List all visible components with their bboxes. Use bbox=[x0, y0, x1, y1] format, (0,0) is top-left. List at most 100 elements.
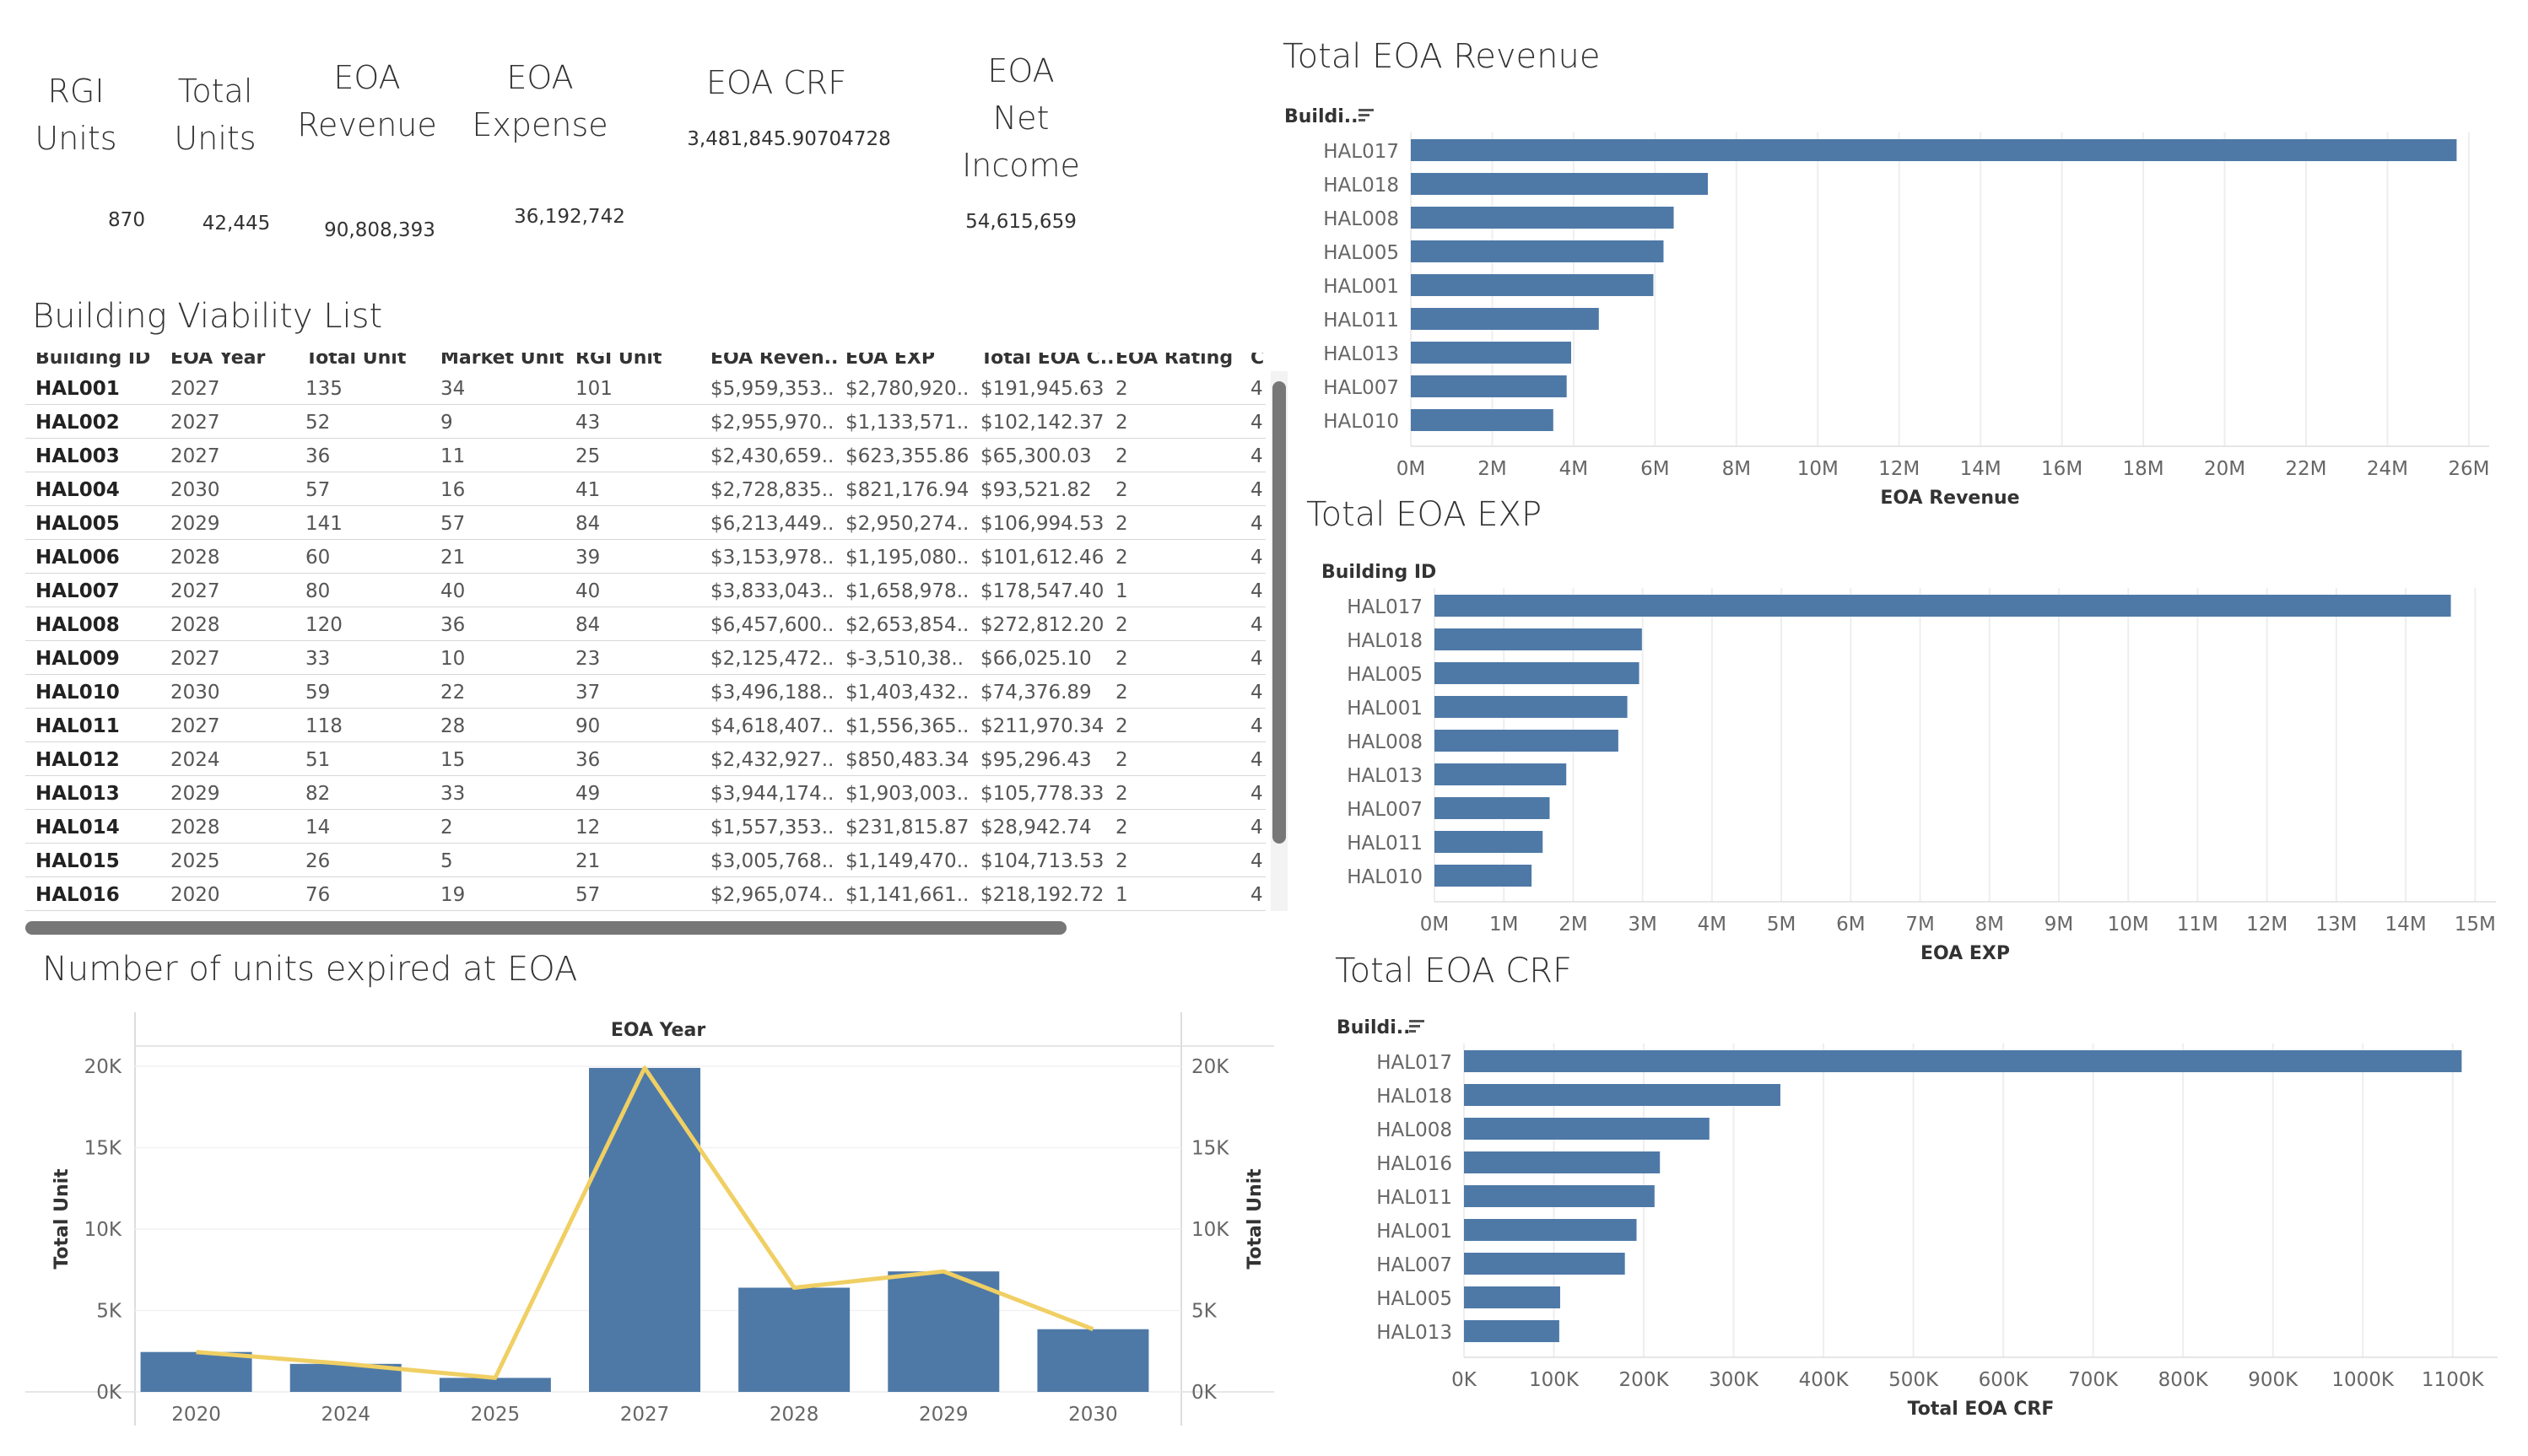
column-header[interactable]: EOA Reven.. bbox=[710, 353, 839, 369]
x-tick-label: 500K bbox=[1888, 1369, 1939, 1391]
kpi-value: 3,481,845.90704728 bbox=[687, 128, 891, 150]
column-header[interactable]: EOA EXP bbox=[845, 353, 935, 369]
category-label: HAL007 bbox=[1376, 1254, 1452, 1276]
table-cell: 2 bbox=[1115, 850, 1128, 872]
table-row[interactable]: HAL010 2030 59 22 37 $3,496,188.. $1,403,432..… bbox=[25, 675, 1266, 709]
table-row[interactable]: HAL002 2027 52 9 43 $2,955,970.. $1,133,571.. $… bbox=[25, 405, 1266, 439]
column-header[interactable]: Total Unit bbox=[305, 353, 407, 369]
category-axis-title: Buildi.. bbox=[1337, 1017, 1411, 1038]
table-cell: 2 bbox=[1115, 817, 1128, 839]
table-cell: 84 bbox=[575, 614, 601, 636]
x-tick-label: 10M bbox=[1797, 458, 1839, 480]
table-row[interactable]: HAL012 2024 51 15 36 $2,432,927.. $850,483.34 $… bbox=[25, 742, 1266, 776]
x-tick-label: 2M bbox=[1558, 914, 1587, 936]
table-cell: 2 bbox=[1115, 412, 1128, 434]
table-cell: 57 bbox=[575, 884, 601, 906]
table-row[interactable]: HAL008 2028 120 36 84 $6,457,600.. $2,653,854.… bbox=[25, 607, 1266, 641]
table-cell: 2020 bbox=[170, 884, 220, 906]
x-tick-label: 13M bbox=[2315, 914, 2357, 936]
y2-axis-title: Total Unit bbox=[1245, 1168, 1266, 1270]
table-cell: 4 bbox=[1250, 614, 1263, 636]
table-cell: 2027 bbox=[170, 412, 220, 434]
table-header: Building ID EOA Year Total Unit Market Unit… bbox=[25, 353, 1266, 375]
x-tick-label: 5M bbox=[1767, 914, 1796, 936]
table-cell: 33 bbox=[440, 783, 466, 805]
table-cell: $191,945.63 bbox=[980, 378, 1105, 400]
bar bbox=[1434, 831, 1543, 853]
table-cell: 9 bbox=[440, 412, 453, 434]
table-cell: $272,812.20 bbox=[980, 614, 1105, 636]
y2-tick-label: 0K bbox=[1191, 1382, 1218, 1404]
category-label: HAL010 bbox=[1323, 411, 1399, 433]
viability-table: Building ID EOA Year Total Unit Market Unit… bbox=[25, 353, 1266, 911]
table-cell: 135 bbox=[305, 378, 343, 400]
x-tick-label: 900K bbox=[2248, 1369, 2298, 1391]
bar bbox=[1411, 139, 2457, 161]
table-cell: 4 bbox=[1250, 884, 1263, 906]
table-row[interactable]: HAL011 2027 118 28 90 $4,618,407.. $1,556,365.… bbox=[25, 709, 1266, 742]
bar bbox=[1411, 274, 1654, 296]
table-cell: $1,133,571.. bbox=[845, 412, 970, 434]
column-header[interactable]: Market Unit bbox=[440, 353, 564, 369]
table-cell: 2 bbox=[1115, 479, 1128, 501]
column-header[interactable]: Total EOA C.. bbox=[980, 353, 1115, 369]
table-cell: $231,815.87 bbox=[845, 817, 970, 839]
table-cell: HAL009 bbox=[35, 648, 120, 670]
table-row[interactable]: HAL009 2027 33 10 23 $2,125,472.. $-3,510,38..… bbox=[25, 641, 1266, 675]
table-row[interactable]: HAL007 2027 80 40 40 $3,833,043.. $1,658,978..… bbox=[25, 574, 1266, 607]
column-header[interactable]: Building ID bbox=[35, 353, 151, 369]
x-tick-label: 2024 bbox=[321, 1404, 370, 1426]
table-cell: 10 bbox=[440, 648, 466, 670]
column-header[interactable]: EOA Year bbox=[170, 353, 266, 369]
table-cell: $3,944,174.. bbox=[710, 783, 835, 805]
table-cell: $-3,510,38.. bbox=[845, 648, 964, 670]
table-cell: $1,557,353.. bbox=[710, 817, 835, 839]
table-row[interactable]: HAL003 2027 36 11 25 $2,430,659.. $623,355.86 $… bbox=[25, 439, 1266, 472]
table-cell: 23 bbox=[575, 648, 601, 670]
series-line bbox=[196, 1065, 1094, 1380]
table-row[interactable]: HAL004 2030 57 16 41 $2,728,835.. $821,176.94 $… bbox=[25, 472, 1266, 506]
table-cell: HAL002 bbox=[35, 412, 120, 434]
table-cell: $1,403,432.. bbox=[845, 682, 970, 704]
table-cell: 16 bbox=[440, 479, 466, 501]
table-cell: 12 bbox=[575, 817, 601, 839]
category-label: HAL011 bbox=[1376, 1187, 1452, 1209]
column-header[interactable]: C bbox=[1250, 353, 1265, 369]
table-row[interactable]: HAL013 2029 82 33 49 $3,944,174.. $1,903,003..… bbox=[25, 776, 1266, 810]
y2-tick-label: 20K bbox=[1191, 1056, 1229, 1078]
table-cell: $2,950,274.. bbox=[845, 513, 970, 535]
table-cell: 2028 bbox=[170, 547, 220, 569]
table-cell: 2 bbox=[1115, 749, 1128, 771]
y-tick-label: 5K bbox=[96, 1301, 122, 1323]
x-tick-label: 3M bbox=[1628, 914, 1656, 936]
units-chart-title: Number of units expired at EOA bbox=[42, 950, 578, 989]
table-cell: $1,141,661.. bbox=[845, 884, 970, 906]
table-row[interactable]: HAL006 2028 60 21 39 $3,153,978.. $1,195,080..… bbox=[25, 540, 1266, 574]
column-header[interactable]: EOA Rating bbox=[1115, 353, 1234, 369]
y-tick-label: 0K bbox=[96, 1382, 122, 1404]
table-row[interactable]: HAL001 2027 135 34 101 $5,959,353.. $2,780,920… bbox=[25, 371, 1266, 405]
bar bbox=[1464, 1286, 1560, 1308]
bar bbox=[589, 1067, 700, 1392]
table-cell: 2027 bbox=[170, 378, 220, 400]
kpi-value: 90,808,393 bbox=[324, 219, 435, 241]
table-row[interactable]: HAL014 2028 14 2 12 $1,557,353.. $231,815.87 $2… bbox=[25, 810, 1266, 844]
table-cell: 4 bbox=[1250, 378, 1263, 400]
bar bbox=[1434, 797, 1550, 819]
table-cell: $2,432,927.. bbox=[710, 749, 835, 771]
table-cell: 36 bbox=[440, 614, 466, 636]
horizontal-scrollbar[interactable] bbox=[25, 921, 1067, 935]
table-cell: HAL001 bbox=[35, 378, 120, 400]
table-row[interactable]: HAL015 2025 26 5 21 $3,005,768.. $1,149,470.. $… bbox=[25, 844, 1266, 877]
table-cell: $2,125,472.. bbox=[710, 648, 835, 670]
x-tick-label: 2030 bbox=[1068, 1404, 1118, 1426]
x-tick-label: 12M bbox=[1878, 458, 1920, 480]
table-row[interactable]: HAL005 2029 141 57 84 $6,213,449.. $2,950,274.… bbox=[25, 506, 1266, 540]
column-header[interactable]: RGI Unit bbox=[575, 353, 662, 369]
table-row[interactable]: HAL016 2020 76 19 57 $2,965,074.. $1,141,661..… bbox=[25, 877, 1266, 911]
table-cell: HAL014 bbox=[35, 817, 120, 839]
category-label: HAL001 bbox=[1376, 1221, 1452, 1243]
vertical-scrollbar[interactable] bbox=[1272, 381, 1286, 844]
table-cell: 4 bbox=[1250, 715, 1263, 737]
kpi-value: 42,445 bbox=[202, 213, 271, 235]
